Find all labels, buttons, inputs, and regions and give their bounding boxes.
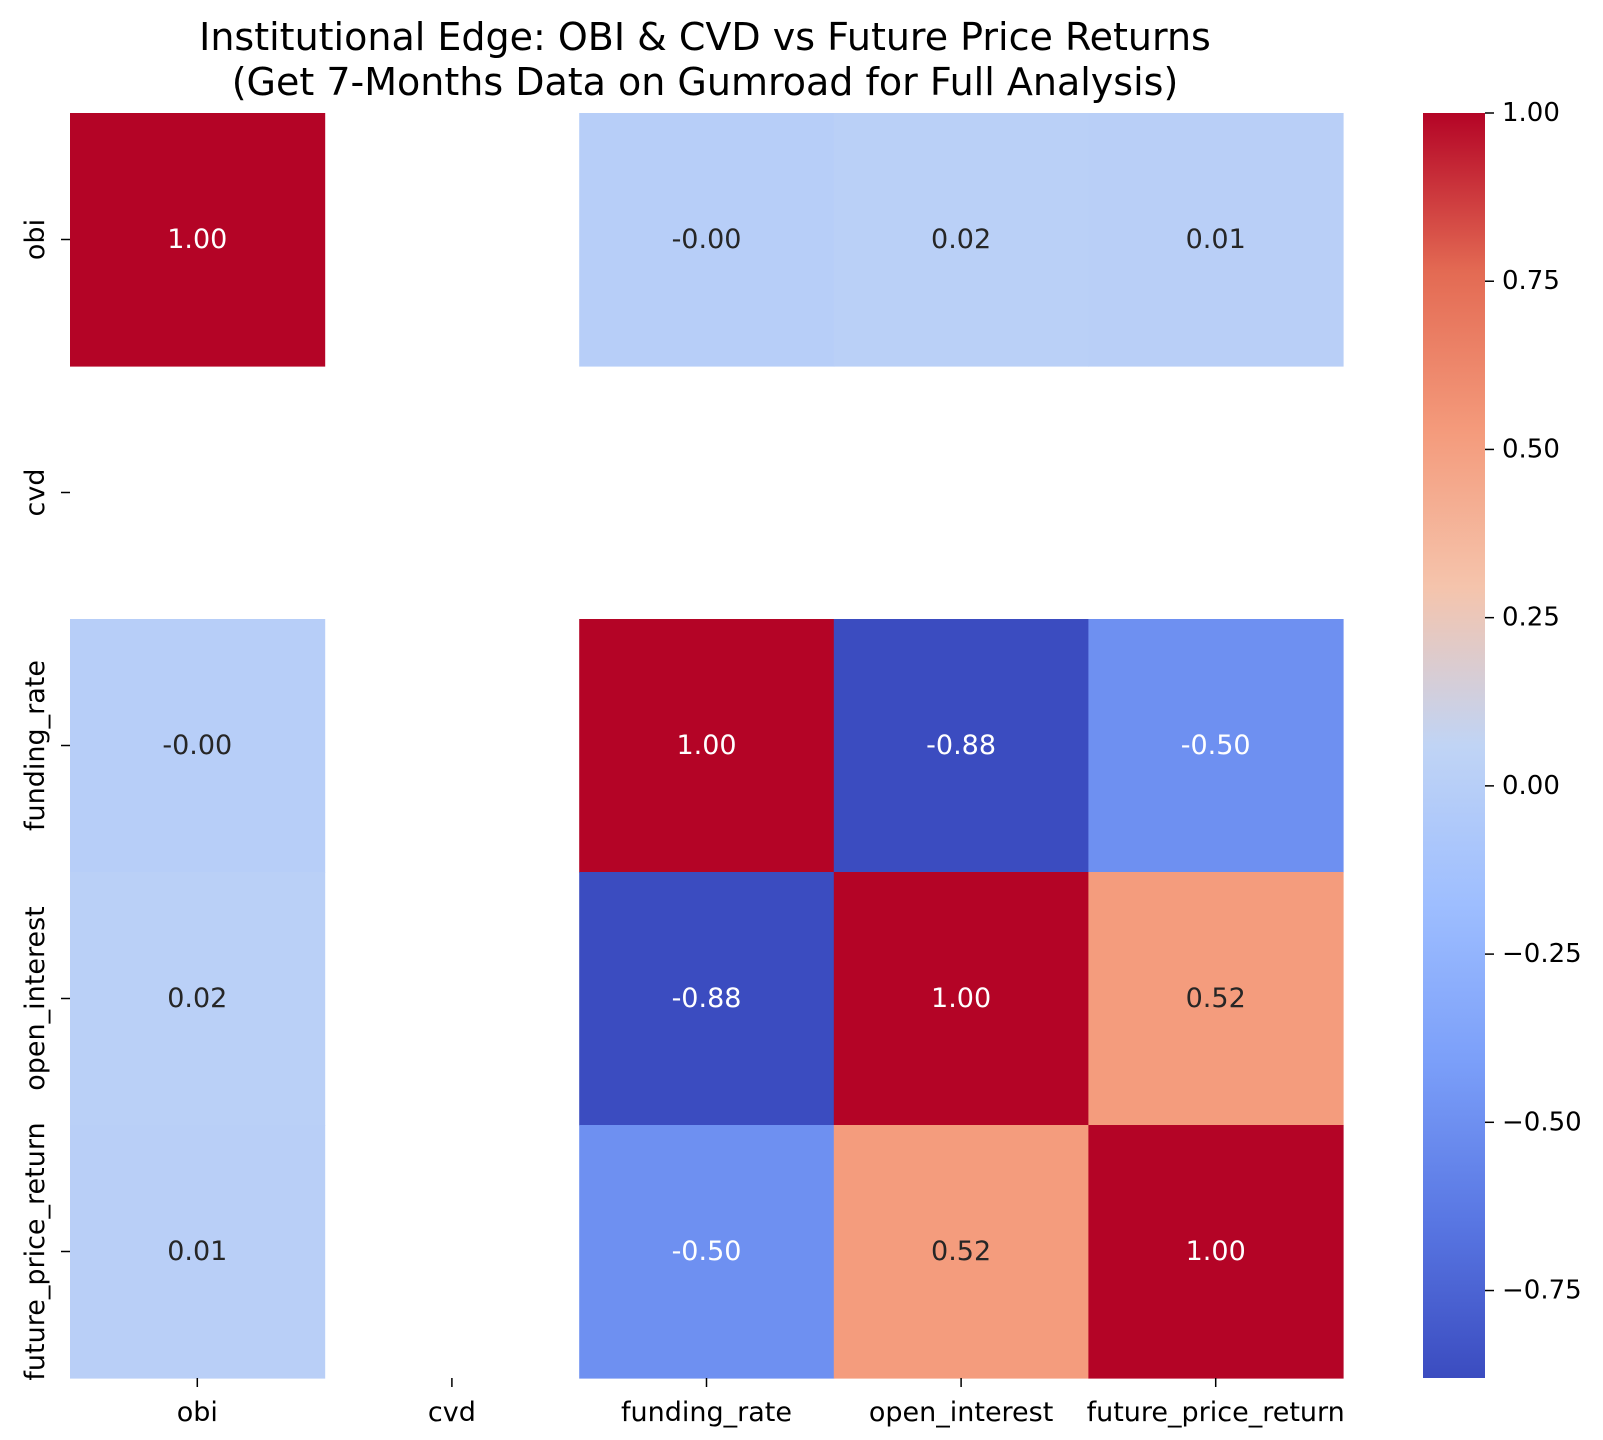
heatmap-cells bbox=[70, 113, 1344, 1379]
chart-title: Institutional Edge: OBI & CVD vs Future … bbox=[199, 15, 1211, 59]
cell-value-label: 1.00 bbox=[931, 983, 991, 1014]
cell-value-label: 0.02 bbox=[931, 224, 991, 255]
colorbar-tick-label: 0.75 bbox=[1502, 266, 1560, 296]
colorbar-axis: 1.00 0.75 0.50 0.25 0.00 −0.25 −0.50 −0.75 bbox=[1485, 98, 1582, 1306]
colorbar-tick-label: 0.50 bbox=[1502, 434, 1560, 464]
heatmap-cell bbox=[70, 872, 326, 1126]
cell-value-label: -0.88 bbox=[672, 983, 742, 1014]
cell-value-label: 0.02 bbox=[167, 983, 227, 1014]
cell-value-label: -0.00 bbox=[672, 224, 742, 255]
heatmap-cell bbox=[579, 1125, 835, 1379]
y-tick-label: obi bbox=[20, 219, 51, 260]
chart-subtitle: (Get 7-Months Data on Gumroad for Full A… bbox=[232, 60, 1179, 104]
x-tick-label: obi bbox=[177, 1397, 218, 1428]
heatmap-cell bbox=[70, 113, 326, 367]
heatmap-cell bbox=[833, 872, 1089, 1126]
cell-value-label: 1.00 bbox=[167, 224, 227, 255]
cell-value-label: 0.52 bbox=[931, 1236, 991, 1267]
colorbar-tick-label: −0.75 bbox=[1502, 1276, 1582, 1306]
cell-value-label: -0.50 bbox=[1181, 730, 1251, 761]
colorbar-tick-label: 0.00 bbox=[1502, 771, 1560, 801]
x-tick-label: open_interest bbox=[869, 1397, 1053, 1428]
x-axis: obi cvd funding_rate open_interest future_pr… bbox=[177, 1378, 1345, 1428]
heatmap-cell bbox=[1088, 619, 1344, 873]
colorbar-tick-label: 1.00 bbox=[1502, 98, 1560, 128]
y-tick-label: cvd bbox=[20, 469, 51, 517]
cell-value-label: 1.00 bbox=[676, 730, 736, 761]
colorbar-tick-label: 0.25 bbox=[1502, 603, 1560, 633]
heatmap-cell bbox=[833, 619, 1089, 873]
heatmap-cell bbox=[70, 619, 326, 873]
x-tick-label: cvd bbox=[428, 1397, 476, 1428]
cell-value-label: 0.52 bbox=[1186, 983, 1246, 1014]
heatmap-cell bbox=[579, 872, 835, 1126]
y-tick-label: open_interest bbox=[20, 906, 51, 1090]
heatmap-cell bbox=[579, 113, 835, 367]
heatmap-cell bbox=[1088, 113, 1344, 367]
cell-value-label: -0.50 bbox=[672, 1236, 742, 1267]
cell-value-label: 1.00 bbox=[1186, 1236, 1246, 1267]
x-tick-label: future_price_return bbox=[1087, 1397, 1345, 1428]
heatmap-cell bbox=[579, 619, 835, 873]
colorbar-tick-label: −0.25 bbox=[1502, 939, 1582, 969]
colorbar bbox=[1423, 113, 1485, 1378]
cell-annotations: 1.00 -0.00 0.02 0.01 -0.00 1.00 -0.88 -0.50 0.02… bbox=[162, 224, 1250, 1267]
heatmap-cell bbox=[1088, 872, 1344, 1126]
x-tick-label: funding_rate bbox=[621, 1397, 792, 1428]
colorbar-tick-label: −0.50 bbox=[1502, 1107, 1582, 1137]
heatmap-cell bbox=[70, 1125, 326, 1379]
heatmap-cell bbox=[1088, 1125, 1344, 1379]
y-axis: obi cvd funding_rate open_interest future_pr… bbox=[20, 219, 70, 1381]
cell-value-label: -0.00 bbox=[162, 730, 232, 761]
cell-value-label: -0.88 bbox=[926, 730, 996, 761]
cell-value-label: 0.01 bbox=[167, 1236, 227, 1267]
y-tick-label: funding_rate bbox=[20, 660, 51, 831]
heatmap-cell bbox=[833, 1125, 1089, 1379]
y-tick-label: future_price_return bbox=[20, 1122, 51, 1380]
heatmap-cell bbox=[833, 113, 1089, 367]
cell-value-label: 0.01 bbox=[1186, 224, 1246, 255]
